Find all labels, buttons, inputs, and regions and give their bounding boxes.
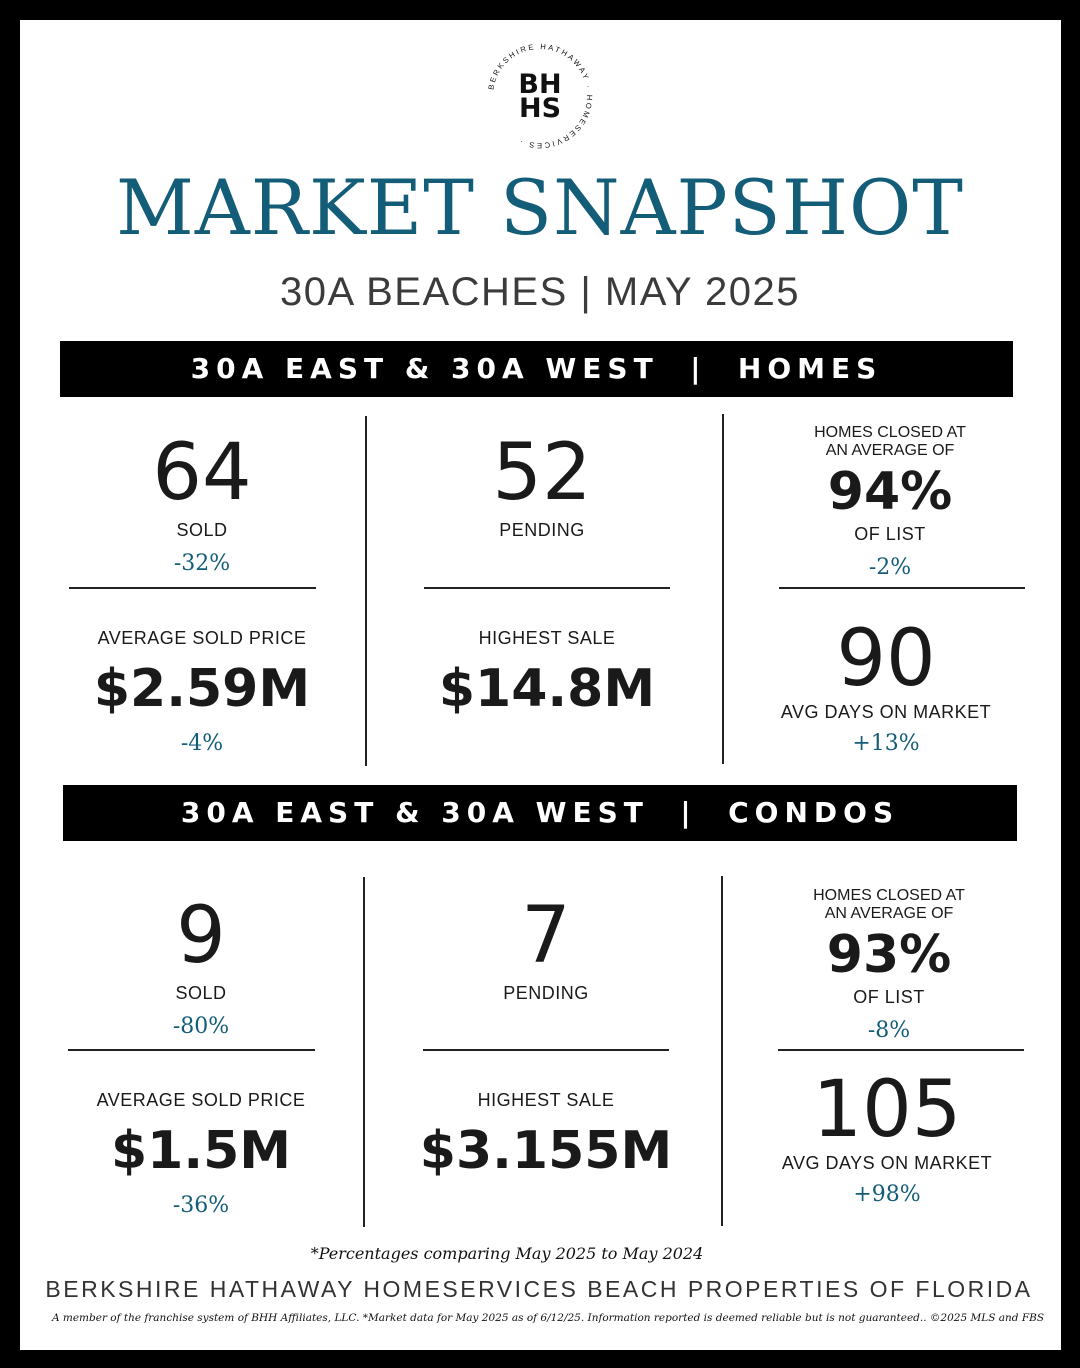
- page-title: MARKET SNAPSHOT: [116, 163, 964, 252]
- homes-list-ratio-prelabel-2: AN AVERAGE OF: [825, 442, 955, 459]
- homes-days-label: AVG DAYS ON MARKET: [780, 702, 992, 722]
- condos-highest-sale-value: $3.155M: [419, 1121, 673, 1181]
- condos-highest-sale-stat: HIGHEST SALE $3.155M: [393, 1090, 699, 1177]
- condos-pending-label: PENDING: [503, 983, 589, 1003]
- homes-highest-sale-label: HIGHEST SALE: [478, 628, 616, 648]
- homes-avg-price-stat: AVERAGE SOLD PRICE $2.59M -4%: [62, 628, 342, 756]
- condos-days-change: +98%: [853, 1182, 921, 1207]
- condos-rule-middle: [423, 1049, 669, 1051]
- condos-divider-1: [363, 877, 365, 1227]
- homes-rule-right: [779, 587, 1025, 589]
- legal-disclaimer: A member of the franchise system of BHH …: [51, 1312, 1045, 1324]
- condos-sold-value: 9: [176, 891, 226, 981]
- homes-list-ratio-change: -2%: [868, 555, 912, 580]
- brokerage-name: BERKSHIRE HATHAWAY HOMESERVICES BEACH PR…: [45, 1276, 1033, 1302]
- homes-divider-2: [722, 414, 724, 764]
- homes-rule-middle: [424, 587, 670, 589]
- condos-list-ratio-value: 93%: [826, 925, 952, 985]
- condos-divider-2: [721, 876, 723, 1226]
- bhhs-seal-icon: BERKSHIRE HATHAWAY · HOMESERVICES · BH H…: [485, 41, 595, 151]
- condos-avg-price-value: $1.5M: [110, 1121, 292, 1181]
- homes-pending-value: 52: [492, 428, 592, 518]
- condos-list-ratio-change: -8%: [867, 1018, 911, 1043]
- homes-pending-label: PENDING: [499, 520, 585, 540]
- condos-section-header: 30A EAST & 30A WEST | CONDOS: [63, 785, 1017, 841]
- page-subtitle: 30A BEACHES | MAY 2025: [280, 270, 800, 314]
- homes-highest-sale-value: $14.8M: [438, 659, 656, 719]
- homes-list-ratio-stat: HOMES CLOSED AT AN AVERAGE OF 94% OF LIS…: [770, 424, 1010, 580]
- bhhs-logo: BERKSHIRE HATHAWAY · HOMESERVICES · BH H…: [484, 40, 596, 152]
- homes-list-ratio-value: 94%: [827, 462, 953, 522]
- homes-highest-sale-stat: HIGHEST SALE $14.8M: [407, 628, 687, 715]
- condos-avg-price-change: -36%: [172, 1193, 230, 1218]
- homes-days-on-market-stat: 90 AVG DAYS ON MARKET +13%: [756, 620, 1016, 756]
- flyer-sheet: [20, 20, 1061, 1350]
- homes-sold-label: SOLD: [176, 520, 228, 540]
- condos-rule-left: [68, 1049, 315, 1051]
- condos-days-label: AVG DAYS ON MARKET: [781, 1153, 993, 1173]
- condos-highest-sale-label: HIGHEST SALE: [477, 1090, 615, 1110]
- condos-days-on-market-stat: 105 AVG DAYS ON MARKET +98%: [756, 1071, 1018, 1207]
- condos-pending-stat: 7 PENDING: [446, 897, 646, 1004]
- homes-rule-left: [69, 587, 316, 589]
- homes-avg-price-label: AVERAGE SOLD PRICE: [97, 628, 307, 648]
- homes-days-value: 90: [836, 614, 936, 704]
- condos-sold-label: SOLD: [175, 983, 227, 1003]
- homes-section-header: 30A EAST & 30A WEST | HOMES: [60, 341, 1013, 397]
- homes-sold-value: 64: [152, 428, 252, 518]
- homes-list-ratio-label: OF LIST: [854, 524, 926, 544]
- homes-days-change: +13%: [852, 731, 920, 756]
- condos-list-ratio-stat: HOMES CLOSED AT AN AVERAGE OF 93% OF LIS…: [769, 887, 1009, 1043]
- condos-pending-value: 7: [521, 891, 571, 981]
- condos-sold-change: -80%: [172, 1014, 230, 1039]
- homes-sold-stat: 64 SOLD -32%: [102, 434, 302, 576]
- condos-list-ratio-prelabel-2: AN AVERAGE OF: [824, 905, 954, 922]
- logo-line-1: BH: [518, 69, 561, 100]
- homes-divider-1: [365, 416, 367, 766]
- homes-sold-change: -32%: [173, 551, 231, 576]
- condos-list-ratio-prelabel-1: HOMES CLOSED AT: [813, 887, 965, 904]
- condos-avg-price-stat: AVERAGE SOLD PRICE $1.5M -36%: [61, 1090, 341, 1218]
- condos-days-value: 105: [812, 1065, 962, 1155]
- condos-avg-price-label: AVERAGE SOLD PRICE: [96, 1090, 306, 1110]
- homes-avg-price-change: -4%: [180, 731, 224, 756]
- homes-pending-stat: 52 PENDING: [442, 434, 642, 541]
- condos-sold-stat: 9 SOLD -80%: [101, 897, 301, 1039]
- homes-list-ratio-prelabel-1: HOMES CLOSED AT: [814, 424, 966, 441]
- comparison-note: *Percentages comparing May 2025 to May 2…: [310, 1244, 704, 1263]
- homes-avg-price-value: $2.59M: [93, 659, 311, 719]
- condos-rule-right: [778, 1049, 1024, 1051]
- logo-line-2: HS: [519, 93, 561, 124]
- condos-list-ratio-label: OF LIST: [853, 987, 925, 1007]
